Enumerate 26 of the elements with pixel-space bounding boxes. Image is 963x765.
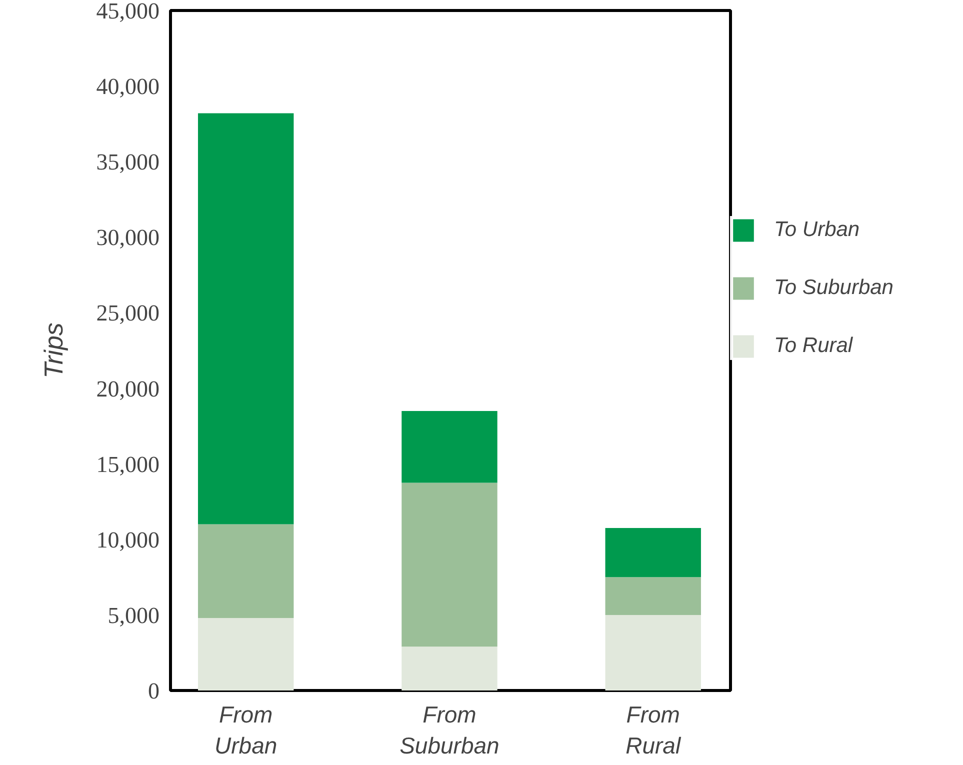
y-tick-label: 35,000 [96, 150, 160, 175]
y-tick-label: 25,000 [96, 300, 160, 326]
x-tick-label: From Rural [626, 702, 682, 759]
y-tick-label: 10,000 [96, 527, 160, 552]
x-tick-label: From Urban [214, 702, 278, 759]
bar [605, 528, 701, 578]
y-tick-label: 15,000 [96, 452, 160, 477]
bar [198, 524, 294, 618]
y-tick-label: 5,000 [108, 602, 160, 628]
bar [605, 614, 701, 690]
legend-label: To Rural [774, 334, 853, 358]
y-axis-title: Trips [38, 322, 68, 378]
y-tick-label: 30,000 [96, 225, 160, 250]
bar [198, 618, 294, 690]
y-tick-label: 45,000 [96, 0, 160, 24]
legend-label: To Suburban [774, 276, 894, 300]
y-tick-label: 40,000 [96, 74, 160, 100]
y-tick-label: 0 [148, 678, 160, 704]
bar [402, 410, 498, 483]
bar [605, 577, 701, 615]
bar [402, 482, 498, 647]
y-tick-label: 20,000 [96, 376, 160, 402]
x-tick-label: From Suburban [400, 702, 500, 759]
legend-label: To Urban [774, 218, 860, 242]
bar [402, 646, 498, 690]
bar [198, 113, 294, 524]
